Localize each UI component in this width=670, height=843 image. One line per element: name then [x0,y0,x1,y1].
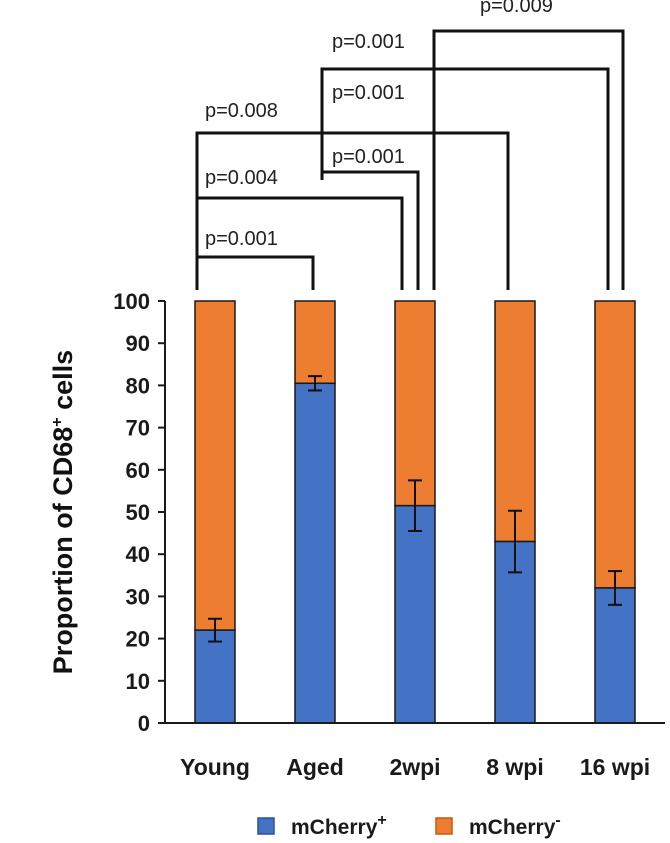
error-bar-young [208,617,222,643]
y-tick-label-0: 0 [138,711,150,736]
y-tick-label-60: 60 [126,458,150,483]
legend-label-mcherry-pos-name: mCherry [291,816,378,839]
y-tick-label-50: 50 [126,500,150,525]
y-tick-label-80: 80 [126,373,150,398]
significance-label-3: p=0.008 [205,100,278,122]
error-bar-16-wpi [608,570,622,606]
x-tick-labels-group: Young Aged 2wpi 8 wpi 16 wpi [180,754,650,780]
bar-mcherry-neg-aged [294,300,336,385]
error-bar-2wpi [408,479,422,532]
y-axis-label: Proportion of CD68+ cells [48,350,78,674]
significance-bracket-4: p=0.001 [320,146,420,290]
legend-label-mcherry-pos: mCherry+ [291,812,387,839]
significance-label-6: p=0.001 [332,31,405,53]
legend: mCherry+ mCherry- [257,812,561,839]
significance-label-1: p=0.001 [205,228,278,250]
y-tick-label-20: 20 [126,627,150,652]
y-axis-label-superscript: + [49,417,66,426]
bar-mcherry-neg-8-wpi [494,300,536,543]
y-tick-label-10: 10 [126,669,150,694]
significance-brackets: p=0.001 p=0.004 p=0.008 p=0.001 p=0.001 p=0.0… [195,0,625,290]
y-ticks-group: 0 10 20 30 40 50 60 70 80 90 100 [113,289,165,736]
bar-mcherry-neg-16-wpi [594,300,636,589]
x-tick-label-8-wpi: 8 wpi [486,754,544,780]
y-axis-label-suffix: cells [48,350,78,418]
x-tick-label-young: Young [180,754,250,780]
bar-mcherry-pos-16-wpi [594,587,636,724]
x-tick-label-aged: Aged [286,754,344,780]
bar-mcherry-neg-young [194,300,236,631]
y-tick-label-70: 70 [126,416,150,441]
error-bar-8-wpi [508,509,522,574]
significance-label-5: p=0.001 [332,82,405,104]
bar-mcherry-pos-2wpi [394,504,436,724]
legend-label-mcherry-neg: mCherry- [469,812,561,839]
significance-label-4: p=0.001 [332,146,405,168]
legend-swatch-mcherry-neg [435,817,453,835]
x-tick-label-16-wpi: 16 wpi [580,754,650,780]
y-tick-label-30: 30 [126,584,150,609]
y-axis-label-main: Proportion of CD68 [48,427,78,675]
legend-label-mcherry-neg-name: mCherry [469,816,556,839]
legend-swatch-mcherry-pos [257,817,275,835]
significance-label-7: p=0.009 [480,0,553,17]
significance-bracket-3: p=0.008 [195,100,510,290]
error-bar-aged [308,375,322,392]
bar-mcherry-pos-young [194,629,236,724]
bars-group [194,300,636,724]
x-tick-label-2wpi: 2wpi [389,754,440,780]
y-tick-label-90: 90 [126,331,150,356]
y-tick-label-100: 100 [113,289,150,314]
bar-mcherry-neg-2wpi [394,300,436,507]
y-tick-label-40: 40 [126,542,150,567]
legend-label-mcherry-pos-sup: + [377,812,386,829]
bar-mcherry-pos-aged [294,382,336,724]
legend-label-mcherry-neg-sup: - [555,812,560,829]
significance-bracket-5: p=0.001 [320,67,610,290]
significance-label-2: p=0.004 [205,167,278,189]
significance-bracket-1: p=0.001 [195,228,315,290]
significance-bracket-7: p=0.009 [480,0,553,17]
